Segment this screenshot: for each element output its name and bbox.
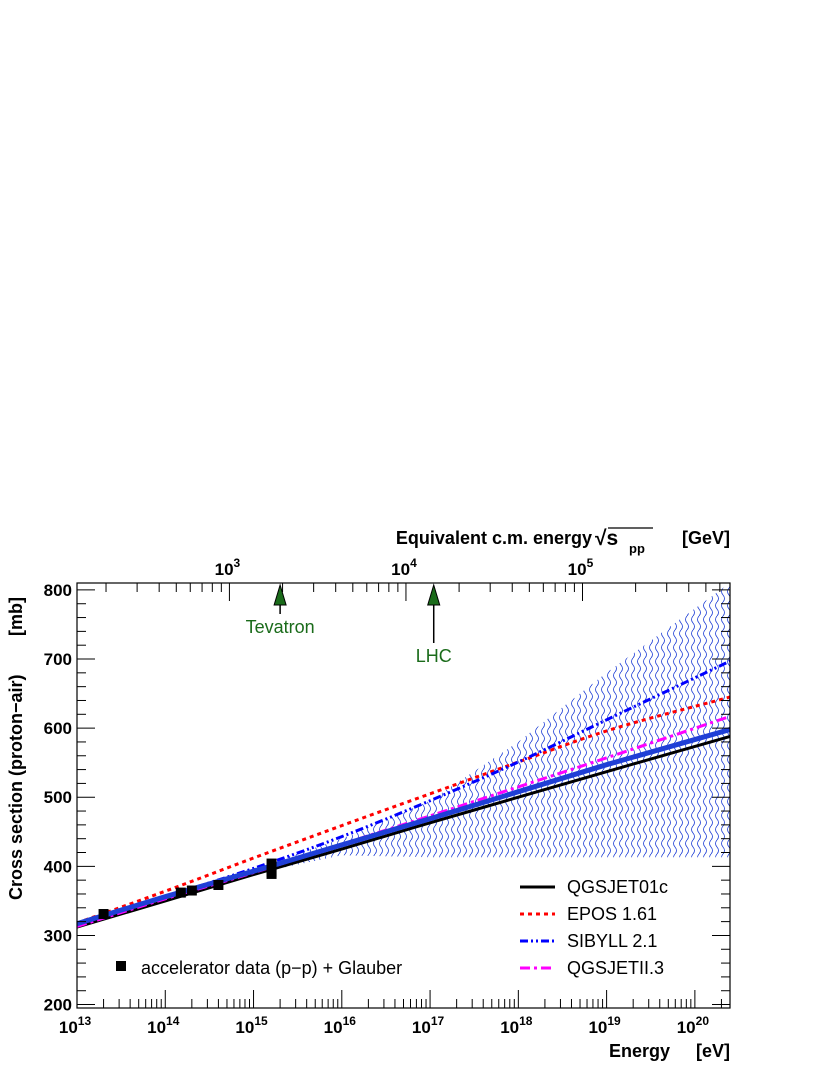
y-tick-label: 300 <box>44 926 72 945</box>
annotation-label-lhc: LHC <box>416 646 452 666</box>
x-tick-label: 1020 <box>677 1014 710 1037</box>
top-tick-label-base: 10 <box>391 560 410 579</box>
x-tick-label: 1017 <box>412 1014 445 1037</box>
legend-label: EPOS 1.61 <box>567 904 657 924</box>
y-axis-unit: [mb] <box>6 597 26 636</box>
data-legend-label: accelerator data (p−p) + Glauber <box>141 958 402 978</box>
x-tick-label-exponent: 17 <box>431 1014 445 1028</box>
axis-ticks <box>76 583 730 1008</box>
accelerator-data-points <box>98 858 277 920</box>
top-tick-label: 103 <box>215 556 241 579</box>
data-point <box>266 866 277 877</box>
data-point <box>266 858 277 869</box>
data-point <box>98 909 109 920</box>
x-tick-label-base: 10 <box>500 1018 519 1037</box>
series-line-qgsjetii-3 <box>77 714 730 928</box>
top-axis-label: Equivalent c.m. energy <box>396 528 592 548</box>
x-tick-label: 1018 <box>500 1014 533 1037</box>
data-legend-marker <box>116 961 126 971</box>
x-tick-label-base: 10 <box>677 1018 696 1037</box>
x-tick-label-exponent: 16 <box>343 1014 357 1028</box>
x-axis-title: Energy <box>609 1041 670 1061</box>
y-tick-label: 800 <box>44 581 72 600</box>
x-tick-label-base: 10 <box>412 1018 431 1037</box>
series-line-epos-1-61 <box>77 695 730 925</box>
data-point <box>213 879 224 890</box>
top-axis-subscript: pp <box>629 541 645 556</box>
legend: QGSJET01c EPOS 1.61 SIBYLL 2.1 QGSJETII.3 <box>520 877 668 978</box>
x-tick-label-exponent: 19 <box>607 1014 621 1028</box>
annotation-arrow-head <box>427 583 441 606</box>
x-tick-label: 1019 <box>588 1014 621 1037</box>
legend-label: SIBYLL 2.1 <box>567 931 657 951</box>
x-tick-label: 1014 <box>147 1014 180 1037</box>
x-tick-label: 1013 <box>59 1014 92 1037</box>
x-tick-label-exponent: 18 <box>519 1014 533 1028</box>
x-tick-label-exponent: 15 <box>254 1014 268 1028</box>
series-line-sibyll-2-1 <box>77 659 730 926</box>
x-tick-label: 1015 <box>235 1014 268 1037</box>
top-tick-label-exponent: 5 <box>587 556 594 570</box>
y-tick-label: 500 <box>44 788 72 807</box>
x-tick-label-base: 10 <box>59 1018 78 1037</box>
y-tick-label: 200 <box>44 996 72 1015</box>
y-tick-label: 700 <box>44 650 72 669</box>
y-tick-label: 400 <box>44 857 72 876</box>
y-axis-title: Cross section (proton−air) <box>6 674 26 900</box>
top-tick-label-base: 10 <box>215 560 234 579</box>
x-tick-label-base: 10 <box>588 1018 607 1037</box>
annotations: Tevatron LHC <box>246 583 452 666</box>
top-tick-label-base: 10 <box>568 560 587 579</box>
annotation-label-tevatron: Tevatron <box>246 617 315 637</box>
data-point <box>175 887 186 898</box>
x-tick-label-base: 10 <box>235 1018 254 1037</box>
x-axis-unit: [eV] <box>696 1041 730 1061</box>
x-tick-label-base: 10 <box>324 1018 343 1037</box>
top-axis-symbol: √s <box>595 527 618 550</box>
x-tick-label-exponent: 13 <box>78 1014 92 1028</box>
axis-tick-labels: 1013 1014 1015 1016 1017 1018 1019 102020030040… <box>44 556 710 1037</box>
top-axis-title: Equivalent c.m. energy √s pp [GeV] <box>396 527 730 556</box>
x-tick-label-exponent: 14 <box>166 1014 180 1028</box>
top-tick-label: 105 <box>568 556 594 579</box>
top-tick-label: 104 <box>391 556 417 579</box>
annotation-arrow-head <box>273 583 287 606</box>
x-tick-label-base: 10 <box>147 1018 166 1037</box>
legend-label: QGSJETII.3 <box>567 958 664 978</box>
x-tick-label: 1016 <box>324 1014 357 1037</box>
x-tick-label-exponent: 20 <box>696 1014 710 1028</box>
data-legend: accelerator data (p−p) + Glauber <box>116 958 402 978</box>
uncertainty-band <box>77 583 730 924</box>
y-tick-label: 600 <box>44 719 72 738</box>
top-tick-label-exponent: 3 <box>234 556 241 570</box>
top-tick-label-exponent: 4 <box>410 556 417 570</box>
data-point <box>186 885 197 896</box>
top-axis-unit: [GeV] <box>682 528 730 548</box>
legend-label: QGSJET01c <box>567 877 668 897</box>
